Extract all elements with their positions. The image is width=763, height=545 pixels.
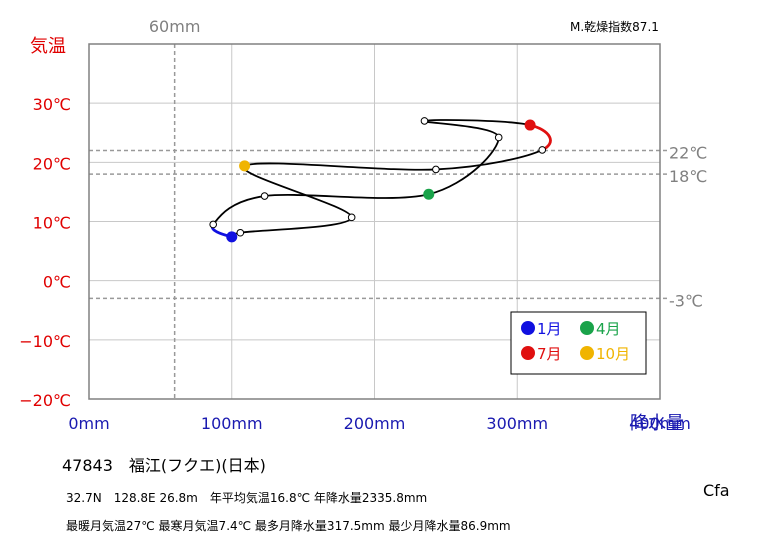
month-path-segment xyxy=(423,120,500,138)
ref-label-temp: 18℃ xyxy=(669,167,707,186)
month-point-5 xyxy=(494,133,503,142)
month-point-9 xyxy=(432,165,440,174)
legend-marker xyxy=(580,346,594,360)
legend-marker xyxy=(521,321,535,335)
month-path-segment xyxy=(428,137,500,196)
station-summary-2: 最暖月気温27℃ 最寒月気温7.4℃ 最多月降水量317.5mm 最少月降水量8… xyxy=(66,519,511,533)
legend-label: 10月 xyxy=(596,345,630,363)
y-axis-title: 気温 xyxy=(30,36,66,57)
ref-label-temp: -3℃ xyxy=(669,291,703,310)
x-tick-label: 100mm xyxy=(201,414,263,433)
legend-label: 1月 xyxy=(537,320,562,338)
ref-label-temp: 22℃ xyxy=(669,144,707,163)
y-tick-label: −20℃ xyxy=(19,391,71,410)
y-tick-label: 20℃ xyxy=(33,154,71,173)
y-tick-label: 0℃ xyxy=(43,273,71,292)
legend-box xyxy=(510,311,647,375)
tick-labels: 0mm 100mm 200mm 300mm 400mm −20℃ −10℃ 0℃ 10℃ 20℃ 3… xyxy=(19,95,691,433)
dryness-index: M.乾燥指数87.1 xyxy=(570,19,659,34)
month-marker-1 xyxy=(226,231,238,243)
grid xyxy=(89,44,660,399)
plot-frame xyxy=(88,43,661,400)
y-tick-label: 30℃ xyxy=(33,95,71,114)
station-summary-1: 32.7N 128.8E 26.8m 年平均気温16.8℃ 年降水量2335.8… xyxy=(66,491,428,505)
x-tick-label: 200mm xyxy=(344,414,406,433)
month-path-segment xyxy=(240,216,353,234)
month-marker-10 xyxy=(239,160,251,172)
x-tick-label: 0mm xyxy=(68,414,109,433)
month-path-segment xyxy=(244,162,436,171)
legend-marker xyxy=(580,321,594,335)
climate-class: Cfa xyxy=(703,481,730,500)
x-axis-title: 降水量 xyxy=(630,413,684,434)
reference-lines: 60mm 22℃ 18℃ -3℃ xyxy=(89,17,707,399)
month-point-6 xyxy=(420,117,429,125)
month-path-segment xyxy=(435,149,543,171)
month-point-11 xyxy=(347,213,356,222)
month-path-segment xyxy=(212,195,265,226)
month-point-12 xyxy=(236,228,245,237)
month-points xyxy=(209,117,547,243)
month-marker-4 xyxy=(423,188,435,200)
month-marker-7 xyxy=(524,119,536,131)
month-point-3 xyxy=(260,192,269,200)
y-tick-label: 10℃ xyxy=(33,214,71,233)
month-path-segment xyxy=(424,119,531,126)
legend-label: 4月 xyxy=(596,320,621,338)
x-tick-label: 400mm xyxy=(629,414,691,433)
y-tick-label: −10℃ xyxy=(19,332,71,351)
climograph-chart: 60mm 22℃ 18℃ -3℃ 0mm 100mm 200mm 300mm 400mm −20… xyxy=(19,17,707,434)
month-point-8 xyxy=(538,146,547,154)
x-tick-label: 300mm xyxy=(486,414,548,433)
month-point-2 xyxy=(209,220,217,229)
legend-label: 7月 xyxy=(537,345,562,363)
month-path-segment xyxy=(264,193,429,199)
ref-label-precip: 60mm xyxy=(149,17,201,36)
legend: 1月 4月 7月 10月 xyxy=(510,311,647,375)
legend-marker xyxy=(521,346,535,360)
station-name: 47843 福江(フクエ)(日本) xyxy=(62,456,266,475)
